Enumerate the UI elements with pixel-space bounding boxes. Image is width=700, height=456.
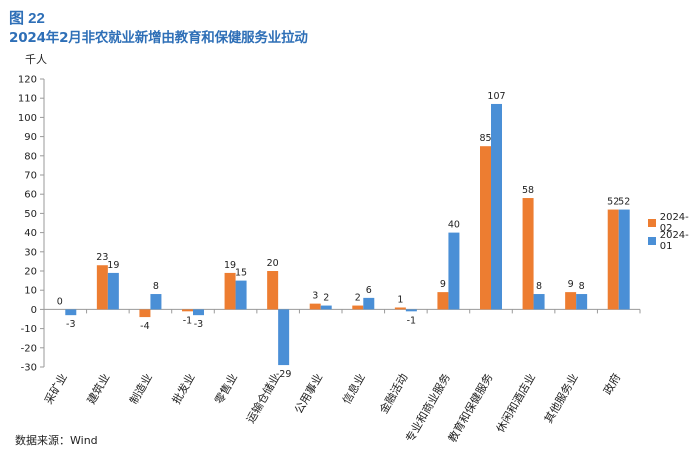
bar	[394, 307, 406, 310]
y-tick-label: 0	[31, 305, 37, 316]
bar	[533, 294, 545, 310]
data-label: 0	[57, 296, 63, 307]
data-label: -1	[183, 315, 192, 326]
data-label: -4	[140, 321, 149, 332]
x-category-label: 运输仓储业	[243, 371, 283, 426]
data-label: 23	[96, 252, 108, 263]
bar	[182, 309, 193, 312]
data-label: 107	[487, 91, 505, 102]
x-category-label: 其他服务业	[542, 371, 581, 425]
bar	[491, 103, 502, 310]
x-category-label: 政府	[600, 371, 623, 397]
y-tick-label: -20	[21, 343, 37, 354]
data-label: 8	[153, 281, 159, 292]
bar	[405, 309, 417, 312]
bar	[65, 309, 77, 316]
x-category-label: 制造业	[126, 371, 155, 407]
bar	[480, 146, 491, 310]
y-tick-label: -10	[21, 324, 37, 335]
x-category-label: 信息业	[339, 371, 368, 407]
bar	[309, 303, 321, 310]
data-label: 52	[618, 197, 630, 208]
data-label: 20	[267, 258, 279, 269]
y-tick-label: 40	[24, 228, 37, 239]
data-label: 15	[235, 268, 247, 279]
y-tick-label: 20	[24, 267, 37, 278]
legend-label: 2024-01	[659, 230, 689, 252]
bar	[139, 309, 151, 318]
data-label: 8	[579, 281, 585, 292]
data-label: 2	[323, 293, 329, 304]
legend-swatch	[648, 237, 656, 245]
x-category-label: 批发业	[169, 371, 198, 407]
figure-number: 图 22	[9, 10, 45, 27]
bar	[320, 305, 332, 310]
chart-legend: 2024-02 2024-01	[648, 212, 700, 252]
bar	[607, 209, 619, 310]
data-label: 2	[355, 293, 361, 304]
data-label: -1	[407, 315, 416, 326]
data-label: 52	[607, 197, 619, 208]
x-category-label: 专业和商业服务	[402, 371, 453, 445]
source-note: 数据来源：Wind	[15, 434, 98, 447]
bar	[522, 198, 534, 310]
bar	[267, 271, 279, 310]
bar	[96, 265, 108, 310]
bar	[437, 292, 449, 310]
x-category-label: 休闲和酒店业	[493, 371, 538, 435]
data-label: 1	[397, 294, 403, 305]
x-category-label: 零售业	[212, 371, 241, 407]
data-label: 85	[479, 133, 491, 144]
x-category-label: 采矿业	[42, 371, 70, 406]
data-label: 6	[366, 285, 372, 296]
y-tick-label: 70	[24, 171, 37, 182]
bar	[224, 272, 236, 310]
x-category-label: 金融活动	[376, 371, 410, 416]
bar	[363, 297, 375, 310]
y-tick-label: 50	[24, 209, 37, 220]
bar	[107, 272, 119, 310]
bar	[278, 309, 290, 366]
bar	[576, 294, 588, 310]
data-label: 40	[448, 220, 460, 231]
x-category-label: 教育和保健服务	[445, 371, 496, 445]
legend-label: 2024-02	[659, 212, 689, 234]
y-tick-label: 30	[24, 247, 37, 258]
bar	[235, 280, 247, 310]
data-label: -3	[194, 319, 203, 330]
bar	[448, 232, 460, 310]
y-axis-unit-label: 千人	[25, 53, 47, 66]
data-label: 58	[522, 185, 534, 196]
data-label: -29	[276, 369, 292, 380]
data-label: 3	[312, 291, 318, 302]
bar	[193, 309, 204, 316]
data-label: 8	[536, 281, 542, 292]
data-label: 19	[107, 260, 119, 271]
y-tick-label: 80	[24, 151, 37, 162]
data-label: -3	[66, 319, 75, 330]
bar	[150, 294, 162, 310]
chart-title: 2024年2月非农就业新增由教育和保健服务业拉动	[9, 30, 308, 46]
legend-item: 2024-02	[648, 212, 700, 234]
data-label: 19	[224, 260, 236, 271]
bar	[618, 209, 630, 310]
bar	[565, 292, 577, 310]
y-tick-label: 100	[18, 113, 37, 124]
y-tick-label: 10	[24, 286, 37, 297]
x-category-label: 建筑业	[84, 371, 113, 407]
data-label: 9	[440, 279, 446, 290]
y-tick-label: -30	[21, 363, 37, 374]
data-label: 9	[568, 279, 574, 290]
y-tick-label: 110	[18, 94, 37, 105]
y-tick-label: 120	[18, 75, 37, 86]
y-tick-label: 60	[24, 190, 37, 201]
bar	[352, 305, 364, 310]
y-tick-label: 90	[24, 132, 37, 143]
legend-item: 2024-01	[648, 230, 700, 252]
legend-swatch	[648, 219, 656, 227]
x-category-label: 公用事业	[292, 371, 325, 416]
